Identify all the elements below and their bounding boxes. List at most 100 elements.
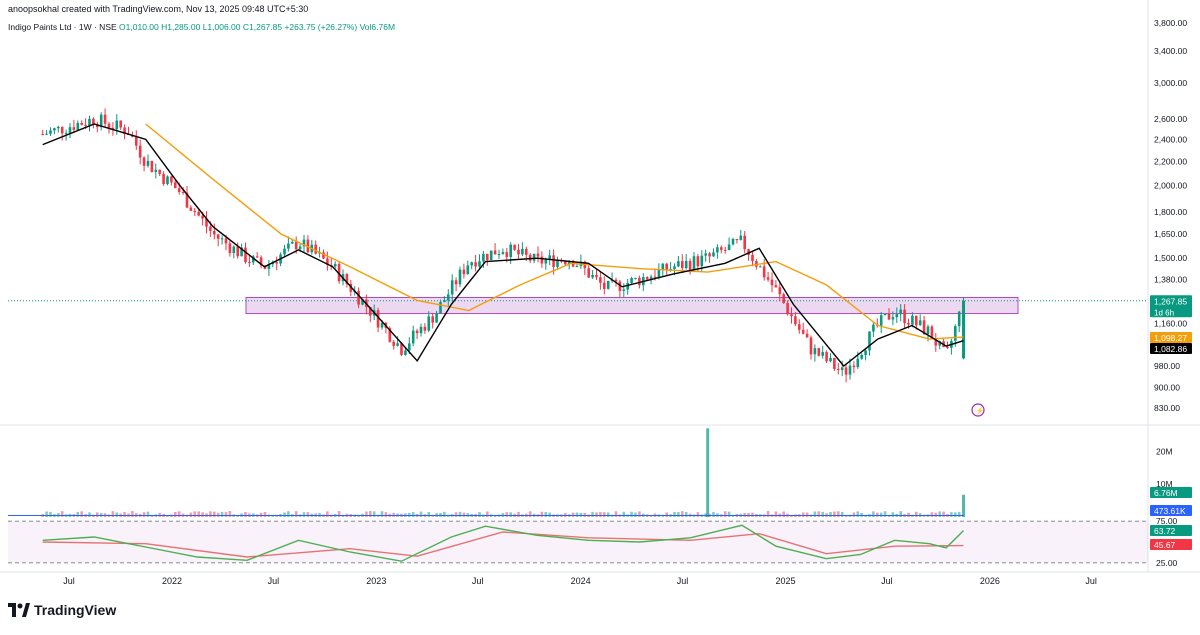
symbol-legend[interactable]: Indigo Paints Ltd · 1W · NSE O1,010.00 H… [8,22,395,32]
candle-body [154,169,158,172]
candle-body [809,337,813,355]
candle-body [415,330,419,334]
candle-body [825,352,828,362]
candle-body [306,239,310,253]
volume-bar [443,511,446,517]
candle-body [735,239,739,241]
candle-body [462,269,466,275]
volume-bar [751,512,754,517]
volume-bar [540,511,544,517]
volume-bar [517,511,520,517]
candle-body [68,127,72,133]
candle-body [657,269,661,278]
volume-bar [384,512,388,517]
volume-bar [485,511,489,517]
volume-bar [131,511,134,517]
candle-body [739,235,743,240]
candle-body [489,250,493,260]
candle-body [84,124,87,126]
volume-bar [142,512,146,517]
candle-body [844,367,848,375]
volume-bar [614,511,618,517]
candle-body [56,126,60,129]
volume-bar [953,512,957,517]
volume-bar [602,512,606,517]
candle-body [255,256,259,258]
candle-body [918,320,922,326]
volume-bar [630,511,633,517]
candle-body [540,256,544,264]
volume-bar [80,511,83,517]
candle-body [938,341,941,346]
rsi-ma-badge [1150,539,1192,550]
candle-body [220,238,224,240]
alert-bolt-icon: ⚡ [976,406,985,415]
volume-bar [856,511,860,517]
candle-body [626,283,629,290]
volume-bar [392,512,395,517]
volume-bar [263,512,267,517]
candle-body [521,248,524,255]
price-tick-label: 900.00 [1154,383,1180,393]
candle-body [899,309,902,315]
candle-body [150,160,154,172]
candle-body [731,239,735,245]
volume-bar [696,512,700,517]
volume-bar [528,511,532,517]
candle-body [224,238,228,244]
candle-body [591,274,594,278]
rsi-ma-badge-label: 45.67 [1154,540,1176,550]
candle-body [829,357,832,362]
candle-body [173,182,177,189]
rsi-line [42,524,964,562]
volume-bar [817,511,821,517]
candle-body [563,261,567,265]
volume-bar [727,511,731,517]
volume-bar [318,512,321,517]
candle-body [123,127,126,135]
rsi-tick-label: 75.00 [1156,516,1178,526]
candle-body [349,283,353,292]
volume-bar [934,512,938,517]
volume-bar [505,512,509,517]
volume-bar [677,512,680,517]
tradingview-logo: TradingView [8,601,116,619]
candle-body [848,365,852,375]
volume-bar [938,511,941,517]
price-tick-label: 1,160.00 [1154,318,1187,328]
candle-body [524,248,528,255]
candle-body [115,120,119,130]
volume-bar [365,511,368,517]
volume-bar [177,511,181,517]
candle-body [751,254,754,262]
volume-bar [454,512,458,517]
volume-bar [287,511,290,517]
volume-bar [899,511,902,517]
ma-fast-line [42,123,964,367]
candle-body [638,277,641,286]
candle-body [770,279,774,286]
candle-body [903,309,906,323]
volume-bar [957,511,961,517]
candle-body [138,145,142,158]
candle-body [294,241,298,250]
last-price-badge-sub: 1d 6h [1154,308,1174,317]
price-tick-label: 2,000.00 [1154,180,1187,190]
volume-bar [891,512,895,517]
candle-body [193,210,197,212]
time-tick-label: 2022 [162,576,182,586]
candle-body [267,264,271,269]
candle-body [485,253,489,260]
candle-body [404,350,407,355]
volume-bar [665,512,668,517]
volume-bar [189,512,193,517]
volume-bar [111,511,115,517]
candle-body [236,246,239,257]
volume-bar [833,511,836,517]
candle-body [419,326,423,334]
candle-body [813,348,817,355]
volume-bar [805,512,809,517]
volume-bar [478,512,481,517]
volume-bar [45,511,48,517]
